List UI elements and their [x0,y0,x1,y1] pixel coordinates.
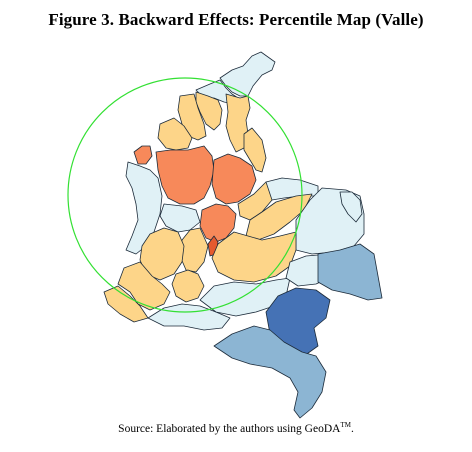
region-norte-santander [243,127,267,173]
source-text: Source: Elaborated by the authors using … [118,422,341,435]
region-tolima [179,227,209,273]
source-period: . [350,422,354,435]
region-guajira [219,51,276,97]
region-meta [211,231,297,283]
figure-title: Figure 3. Backward Effects: Percentile M… [48,10,424,29]
trademark-sup: TM [340,421,351,429]
region-eje-cafetero [159,203,201,233]
region-guainia [317,243,383,301]
region-cauca [117,261,171,311]
figure-source: Source: Elaborated by the authors using … [0,421,472,435]
neighborhood-circle [67,77,303,313]
region-cundinamarca [199,203,237,243]
region-valle [139,227,185,281]
region-amazonas [213,325,327,419]
region-vichada-east [339,191,363,223]
region-choco [125,161,163,255]
region-uraba [133,145,153,165]
region-santander [211,153,257,205]
region-cordoba [157,117,193,151]
region-caqueta [199,277,291,317]
region-antioquia [155,145,215,205]
region-huila [171,269,205,303]
